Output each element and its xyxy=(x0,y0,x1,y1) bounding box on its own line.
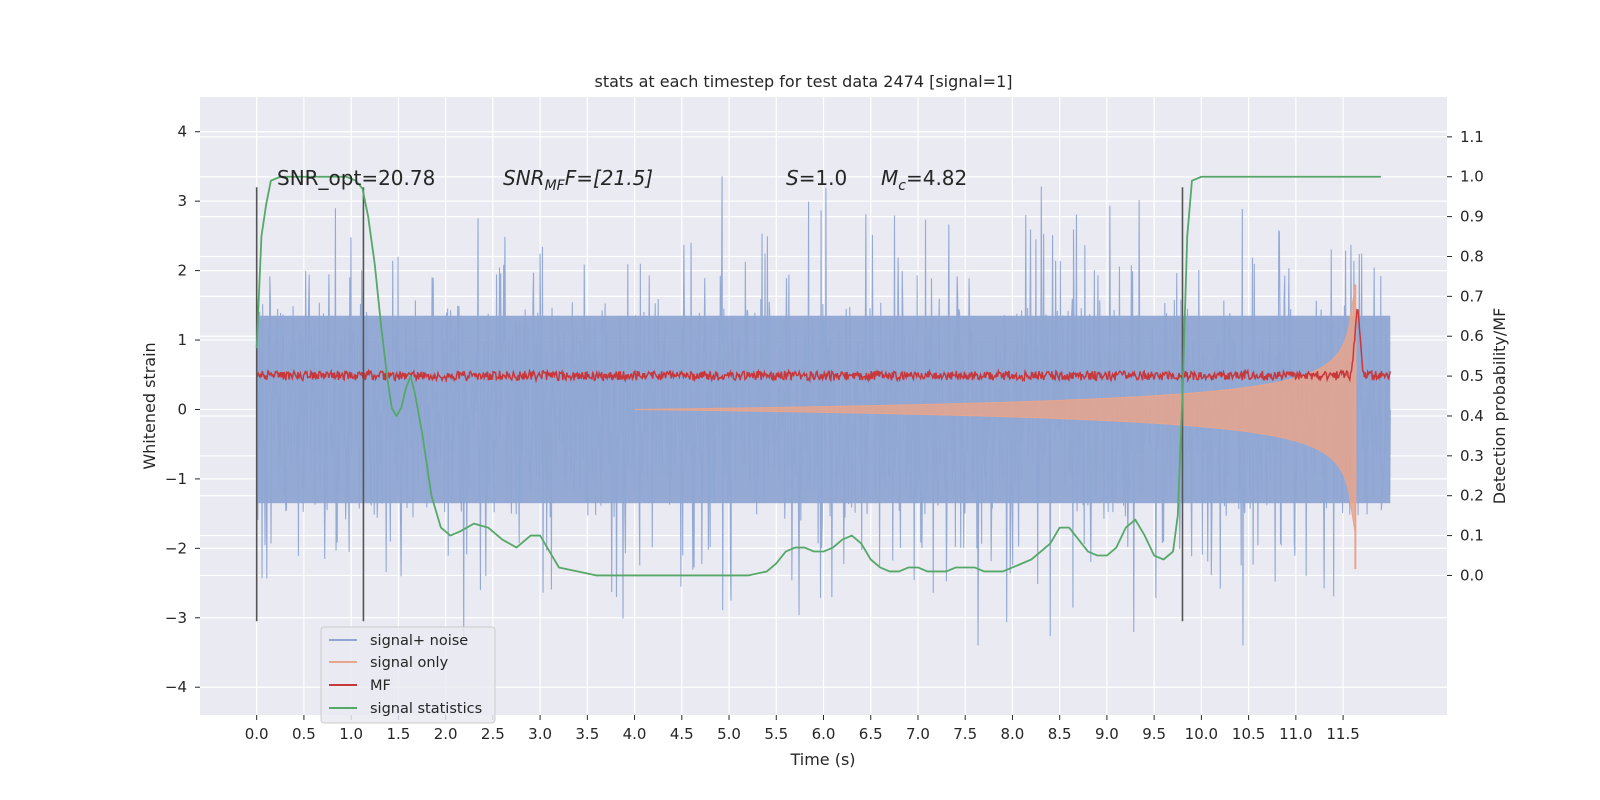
x-tick-label: 0.0 xyxy=(245,725,269,743)
y2-tick-label: 0.0 xyxy=(1460,566,1484,584)
x-tick-label: 11.5 xyxy=(1326,725,1359,743)
snr-mf-main: SNR xyxy=(503,166,545,190)
legend-label-signal-only: signal only xyxy=(370,655,449,671)
y-tick-label: −1 xyxy=(165,470,187,488)
x-tick-label: 2.5 xyxy=(481,725,505,743)
x-tick-label: 1.5 xyxy=(386,725,410,743)
y2-tick-label: 0.4 xyxy=(1460,407,1484,425)
x-tick-label: 11.0 xyxy=(1279,725,1312,743)
x-tick-label: 9.5 xyxy=(1142,725,1166,743)
x-tick-label: 7.5 xyxy=(953,725,977,743)
x-tick-label: 7.0 xyxy=(906,725,930,743)
x-tick-label: 3.0 xyxy=(528,725,552,743)
y-tick-label: 3 xyxy=(177,192,187,210)
y2-tick-label: 1.1 xyxy=(1460,128,1484,146)
x-tick-label: 5.0 xyxy=(717,725,741,743)
y-axis-ticks: 4 3 2 1 0 −1 −2 −3 −4 xyxy=(165,123,200,696)
legend-label-signal-statistics: signal statistics xyxy=(370,701,482,717)
signal-statistics-series xyxy=(255,175,1381,577)
x-tick-label: 8.5 xyxy=(1048,725,1072,743)
x-tick-label: 1.0 xyxy=(339,725,363,743)
x-tick-label: 6.5 xyxy=(859,725,883,743)
snr-mf-annotation: SNRMFF=[21.5] xyxy=(503,166,653,194)
y-tick-label: −3 xyxy=(165,609,187,627)
y-tick-label: −4 xyxy=(165,678,187,696)
x-tick-label: 4.5 xyxy=(670,725,694,743)
x-tick-label: 3.5 xyxy=(575,725,599,743)
s-value: =1.0 xyxy=(799,166,848,190)
y2-tick-label: 0.6 xyxy=(1460,327,1484,345)
x-tick-label: 4.0 xyxy=(623,725,647,743)
y-tick-label: 0 xyxy=(177,400,187,418)
y2-tick-label: 0.2 xyxy=(1460,487,1484,505)
legend-label-mf: MF xyxy=(370,678,391,694)
chart-title: stats at each timestep for test data 247… xyxy=(594,72,1012,91)
y2-tick-label: 0.3 xyxy=(1460,447,1484,465)
signal-statistics-line xyxy=(255,175,1381,577)
mf-series xyxy=(255,308,1392,384)
snr-opt-annotation: SNR_opt=20.78 xyxy=(277,166,435,190)
mc-value: =4.82 xyxy=(906,166,967,190)
x-axis-ticks: 0.0 0.5 1.0 1.5 2.0 2.5 3.0 3.5 4.0 4.5 5.0 5.5 6.0 6… xyxy=(245,715,1360,743)
legend-label-signal-noise: signal+ noise xyxy=(370,633,468,649)
x-tick-label: 5.5 xyxy=(764,725,788,743)
s-symbol: S xyxy=(786,166,799,190)
y2-tick-label: 0.1 xyxy=(1460,527,1484,545)
y2-tick-label: 0.8 xyxy=(1460,247,1484,265)
y-tick-label: 4 xyxy=(177,123,187,141)
legend: signal+ noise signal only MF signal stat… xyxy=(320,626,496,724)
x-axis-label: Time (s) xyxy=(789,750,855,769)
s-annotation: S=1.0 xyxy=(786,166,847,190)
y-tick-label: 1 xyxy=(177,331,187,349)
y2-tick-label: 0.7 xyxy=(1460,287,1484,305)
y2-tick-label: 0.5 xyxy=(1460,367,1484,385)
y2-axis-label: Detection probability/MF xyxy=(1490,308,1509,505)
mc-annotation: Mc=4.82 xyxy=(881,166,967,194)
y-axis-label: Whitened strain xyxy=(140,342,159,469)
snr-mf-value: F=[21.5] xyxy=(565,166,653,190)
mf-line xyxy=(255,308,1392,384)
y-tick-label: −2 xyxy=(165,539,187,557)
y2-tick-label: 1.0 xyxy=(1460,168,1484,186)
x-tick-label: 6.0 xyxy=(812,725,836,743)
y-tick-label: 2 xyxy=(177,262,187,280)
x-tick-label: 0.5 xyxy=(292,725,316,743)
mc-symbol: M xyxy=(881,166,898,190)
x-tick-label: 9.0 xyxy=(1095,725,1119,743)
x-tick-label: 10.5 xyxy=(1232,725,1265,743)
legend-box xyxy=(320,626,496,724)
x-tick-label: 8.0 xyxy=(1001,725,1025,743)
y2-tick-label: 0.9 xyxy=(1460,208,1484,226)
x-tick-label: 10.0 xyxy=(1185,725,1218,743)
x-tick-label: 2.0 xyxy=(434,725,458,743)
y2-axis-ticks: 1.1 1.0 0.9 0.8 0.7 0.6 0.5 0.4 0.3 0.2 0.1 0.0 xyxy=(1447,128,1484,584)
snr-mf-subscript: MF xyxy=(545,178,566,194)
mc-subscript: c xyxy=(898,178,906,194)
